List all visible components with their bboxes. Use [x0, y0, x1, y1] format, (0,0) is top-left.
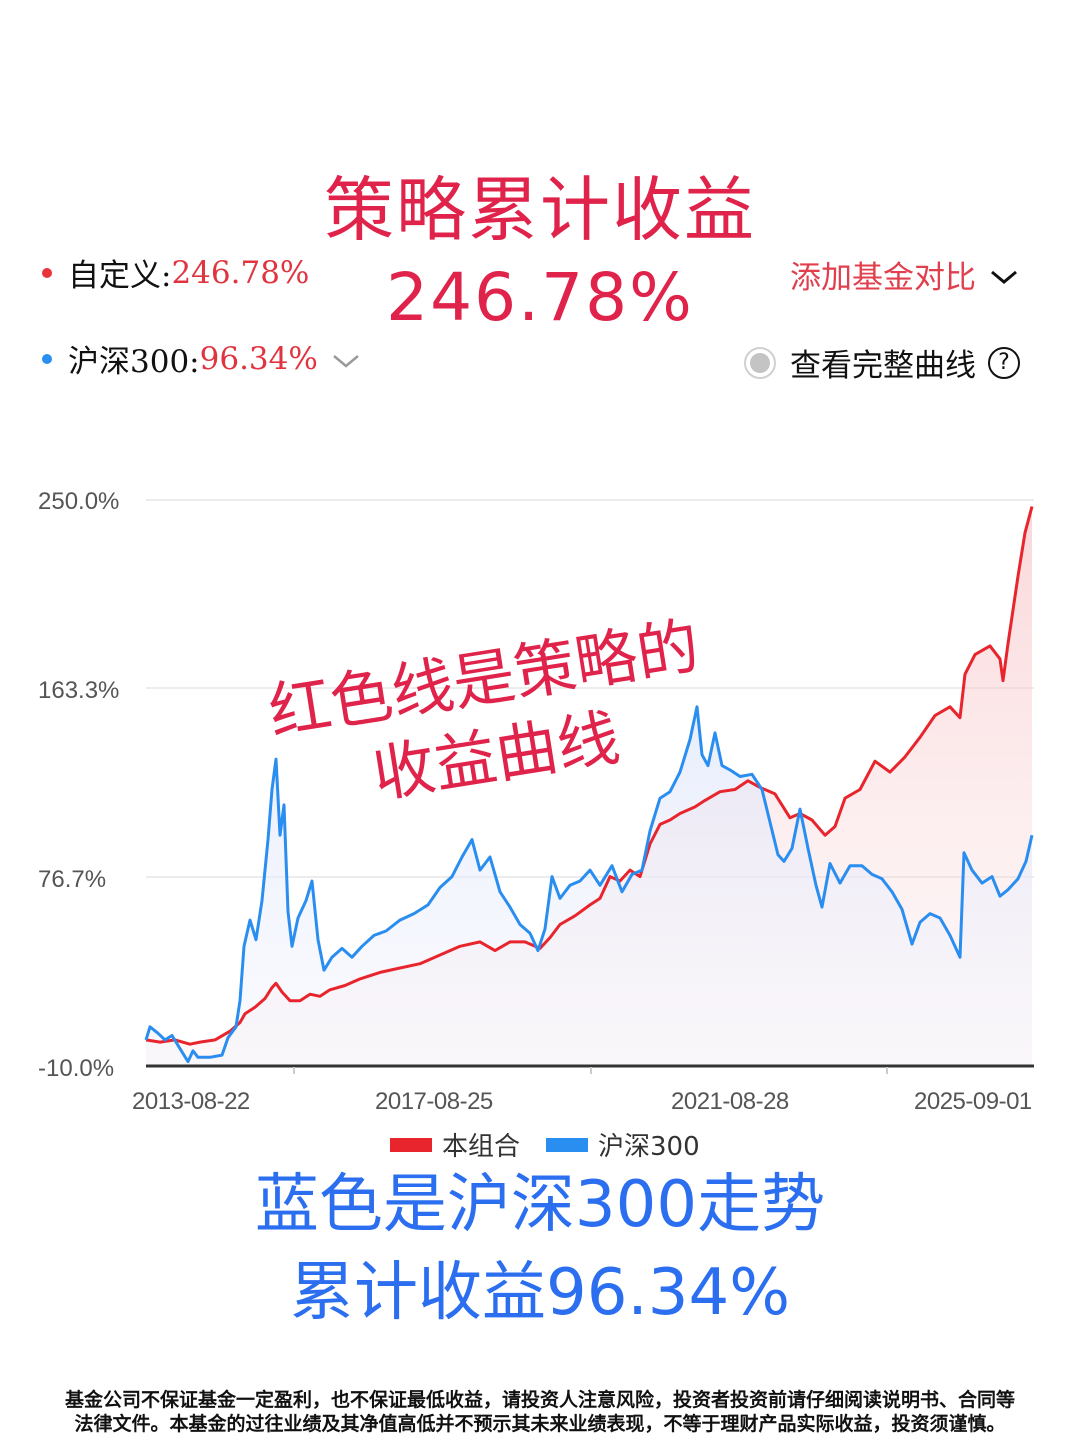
chevron-down-icon — [990, 257, 1018, 293]
y-tick-label: -10.0% — [38, 1055, 115, 1082]
red-dot-icon — [42, 267, 52, 278]
y-tick-label: 76.7% — [38, 866, 107, 893]
legend-hs300-label: 沪深300: — [68, 344, 200, 380]
x-axis — [146, 1064, 1034, 1074]
x-tick-label: 2017-08-25 — [375, 1088, 493, 1115]
legend-hs300-value: 96.34% — [199, 340, 318, 377]
blue-dot-icon — [42, 353, 52, 364]
hs300-caption-line1: 蓝色是沪深300走势 — [254, 1168, 826, 1242]
hs300-caption-line2: 累计收益96.34% — [289, 1256, 791, 1330]
add-fund-compare-label: 添加基金对比 — [790, 260, 976, 296]
radio-indicator — [750, 352, 770, 373]
legend-custom-label: 自定义: — [68, 258, 172, 294]
strategy-return-value: 246.78% — [386, 259, 694, 336]
chevron-down-icon[interactable] — [332, 341, 360, 377]
blue-swatch-icon — [546, 1137, 589, 1152]
red-swatch-icon — [390, 1137, 432, 1152]
legend-custom-value: 246.78% — [171, 254, 310, 291]
legend-item-hs300[interactable]: 沪深300 — [598, 1132, 700, 1162]
x-tick-label: 2025-09-01 — [914, 1088, 1032, 1115]
line-chart[interactable] — [0, 0, 1080, 1100]
strategy-title: 策略累计收益 — [324, 169, 756, 251]
x-tick-label: 2021-08-28 — [671, 1088, 789, 1115]
x-tick-label: 2013-08-22 — [132, 1088, 250, 1115]
strategy-line — [145, 506, 1034, 1046]
y-tick-label: 250.0% — [38, 488, 120, 515]
y-tick-label: 163.3% — [38, 677, 120, 704]
full-curve-toggle[interactable]: 查看完整曲线 ? — [744, 340, 1020, 385]
add-fund-compare-button[interactable]: 添加基金对比 — [790, 252, 1018, 297]
disclaimer-line2: 法律文件。本基金的过往业绩及其净值高低并不预示其未来业绩表现，不等于理财产品实际… — [74, 1413, 1006, 1435]
radio-button[interactable] — [744, 346, 776, 379]
hs300-line — [144, 705, 1034, 1064]
chart-legend: 本组合 沪深300 — [390, 1126, 700, 1163]
legend-hs300[interactable]: 沪深300: 96.34% — [42, 336, 360, 381]
full-curve-label: 查看完整曲线 — [790, 348, 976, 384]
legend-item-portfolio[interactable]: 本组合 — [442, 1132, 521, 1162]
help-icon[interactable]: ? — [988, 346, 1020, 379]
disclaimer-line1: 基金公司不保证基金一定盈利，也不保证最低收益，请投资人注意风险，投资者投资前请仔… — [64, 1389, 1015, 1411]
legend-custom[interactable]: 自定义: 246.78% — [42, 250, 309, 295]
